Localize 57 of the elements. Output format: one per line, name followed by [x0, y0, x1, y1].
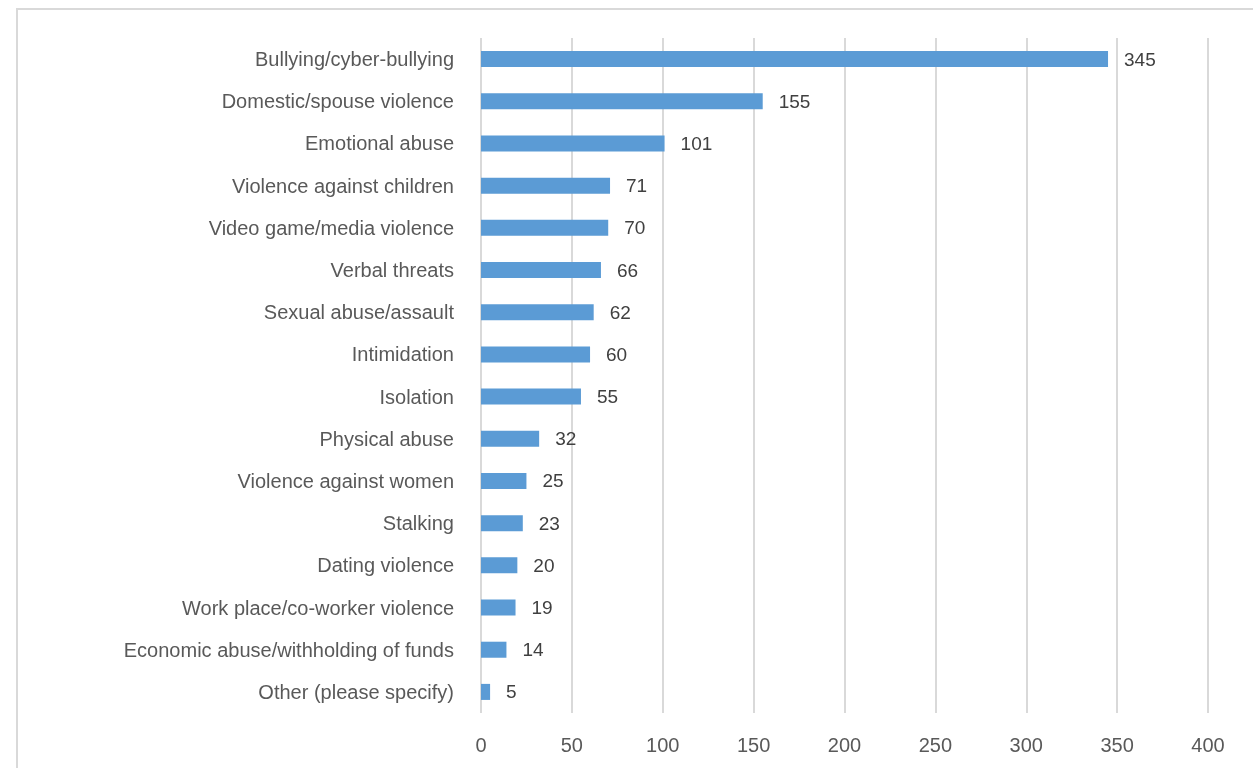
x-tick-label: 350 — [1100, 734, 1134, 756]
bar — [481, 641, 507, 658]
data-label: 71 — [626, 175, 648, 197]
data-label: 155 — [778, 90, 811, 112]
bar — [481, 93, 763, 110]
data-label: 62 — [609, 301, 631, 323]
data-label: 70 — [624, 217, 646, 239]
x-tick-label: 300 — [1009, 734, 1043, 756]
data-label: 66 — [616, 259, 639, 281]
x-tick-label: 250 — [918, 734, 953, 756]
data-label: 14 — [522, 639, 545, 661]
bar — [481, 135, 665, 152]
x-tick-label: 200 — [827, 734, 862, 756]
y-tick-label: Other (please specify) — [258, 680, 454, 703]
y-tick-label: Violence against women — [237, 469, 454, 492]
y-tick-label: Video game/media violence — [208, 216, 454, 239]
bar — [481, 472, 527, 489]
y-tick-label: Isolation — [379, 385, 454, 408]
data-label: 25 — [542, 470, 564, 492]
y-tick-label: Stalking — [382, 512, 454, 535]
bar — [481, 599, 516, 616]
x-tick-label: 150 — [736, 734, 771, 756]
x-tick-label: 100 — [646, 734, 680, 756]
y-tick-label: Physical abuse — [319, 427, 454, 450]
data-label: 23 — [538, 512, 560, 534]
bar — [481, 430, 540, 447]
data-label: 60 — [606, 343, 628, 365]
bar — [481, 515, 523, 532]
x-tick-label: 0 — [475, 734, 487, 756]
y-tick-label: Emotional abuse — [305, 132, 454, 155]
bar — [481, 51, 1109, 68]
y-tick-label: Sexual abuse/assault — [263, 301, 455, 324]
bar — [481, 346, 591, 363]
bar — [481, 388, 581, 405]
bar — [481, 177, 611, 194]
data-label: 5 — [506, 681, 517, 703]
data-label: 101 — [680, 132, 713, 154]
data-label: 32 — [555, 428, 577, 450]
data-label: 19 — [531, 597, 553, 619]
y-tick-label: Bullying/cyber-bullying — [255, 48, 454, 71]
x-tick-label: 50 — [560, 734, 583, 756]
bar — [481, 683, 491, 700]
y-tick-label: Dating violence — [317, 554, 454, 577]
y-tick-label: Work place/co-worker violence — [182, 596, 454, 619]
x-tick-label: 400 — [1191, 734, 1225, 756]
y-tick-label: Violence against children — [231, 174, 454, 197]
bar — [481, 304, 594, 321]
y-tick-label: Intimidation — [351, 343, 454, 366]
y-tick-label: Verbal threats — [330, 259, 454, 282]
bar — [481, 262, 601, 279]
data-label: 20 — [533, 554, 555, 576]
data-label: 345 — [1124, 48, 1156, 70]
data-label: 55 — [596, 386, 619, 408]
bar — [481, 219, 609, 236]
bar — [481, 557, 518, 574]
y-tick-label: Economic abuse/withholding of funds — [123, 638, 454, 661]
y-tick-label: Domestic/spouse violence — [221, 90, 454, 113]
